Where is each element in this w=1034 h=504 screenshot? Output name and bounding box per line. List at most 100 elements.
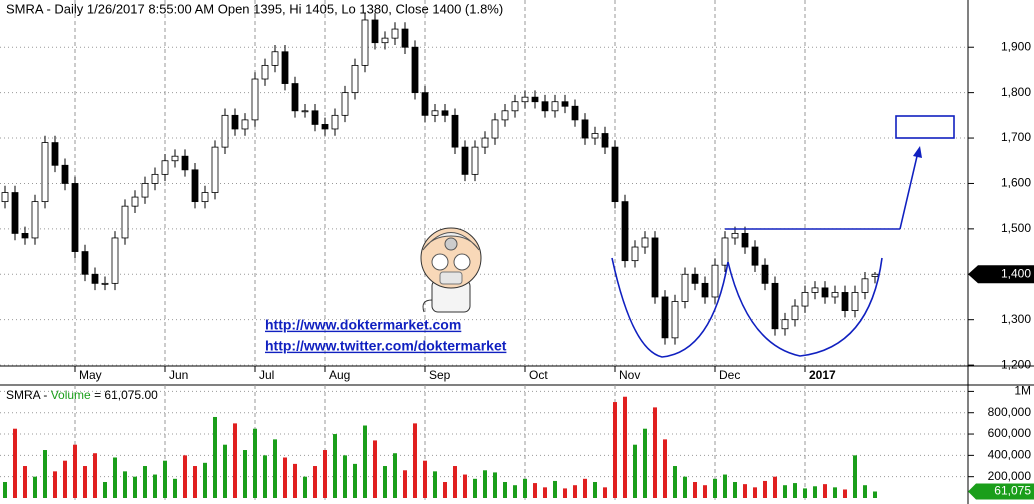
candle-body [641,237,649,248]
volume-bar [223,444,227,498]
annotation-link[interactable]: http://www.doktermarket.com [265,317,461,333]
candle-body [11,192,19,234]
candle-body [361,19,369,66]
candle-body [671,301,679,339]
volume-bar [633,444,637,498]
volume-bar [873,491,877,498]
volume-bar [763,480,767,498]
volume-bar [693,482,697,498]
candle-body [91,273,99,284]
volume-bar [373,440,377,498]
candle-body [431,110,439,116]
volume-bar [503,482,507,498]
volume-bar [233,423,237,498]
candle-body [21,233,29,239]
volume-bar [43,450,47,498]
volume-bar [23,466,27,498]
volume-bar [253,428,257,498]
candle-body [621,201,629,262]
candle-body [861,278,869,293]
volume-bar [153,474,157,498]
volume-bar [783,485,787,498]
candle-body [851,292,859,312]
volume-bar [543,487,547,498]
volume-bar [723,474,727,498]
candle-body [381,37,389,44]
candle-body [481,137,489,148]
y-tick-label: 1,700 [1001,130,1031,144]
arrow [899,151,919,230]
candle-body [131,196,139,207]
candle-body [761,264,769,284]
volume-bar [423,460,427,498]
candle-body [181,155,189,171]
volume-bar [453,466,457,498]
volume-bar [613,402,617,498]
volume-bar [173,478,177,498]
cup-arc [727,257,883,357]
volume-bar [113,457,117,498]
volume-bar [293,463,297,498]
y-tick-label: 1,900 [1001,39,1031,53]
volume-bar [403,470,407,498]
candle-body [751,246,759,266]
volume-bar [863,485,867,498]
volume-bar [853,455,857,498]
volume-bar [673,466,677,498]
price-label: 1,400 [1001,266,1031,280]
volume-bar [533,483,537,498]
volume-bar [73,444,77,498]
candle-body [691,273,699,284]
candle-body [721,237,729,266]
candle-body [351,64,359,94]
candle-body [201,192,209,203]
candle-body [51,142,59,166]
candle-body [581,119,589,139]
candle-body [501,110,509,121]
candle-body [521,96,529,103]
x-tick-label: Oct [529,368,548,382]
volume-bar [443,482,447,498]
x-tick-label: Jun [169,368,188,382]
candle-body [171,155,179,162]
volume-bar [523,478,527,498]
annotation-link[interactable]: http://www.twitter.com/doktermarket [265,338,507,354]
volume-bar [183,455,187,498]
volume-bar [193,466,197,498]
candle-body [261,64,269,80]
volume-bar [393,453,397,498]
candle-body [801,292,809,307]
candle-body [611,146,619,203]
volume-bar [63,460,67,498]
candle-body [731,233,739,239]
candle-body [871,273,879,277]
volume-bar [313,466,317,498]
candle-body [401,28,409,48]
candle-body [591,133,599,139]
candle-body [781,319,789,330]
x-tick-label: Aug [329,368,350,382]
volume-title: SMRA - Volume = 61,075.00 [6,388,158,402]
volume-bar [753,487,757,498]
candle-body [831,292,839,298]
volume-bar [143,466,147,498]
volume-bar [343,455,347,498]
candle-body [41,142,49,203]
candle-body [281,51,289,84]
volume-bar [643,428,647,498]
volume-bar [483,470,487,498]
x-tick-label: Nov [619,368,640,382]
candle-body [141,183,149,198]
candle-body [631,246,639,262]
volume-bar [823,484,827,498]
x-tick-label: Sep [429,368,451,382]
price-marker [968,265,1034,284]
y-tick-label: 800,000 [988,405,1032,419]
candle-body [211,146,219,193]
volume-bar [553,480,557,498]
volume-bar [703,485,707,498]
volume-bar [203,462,207,498]
candle-body [511,101,519,112]
y-tick-label: 600,000 [988,426,1032,440]
